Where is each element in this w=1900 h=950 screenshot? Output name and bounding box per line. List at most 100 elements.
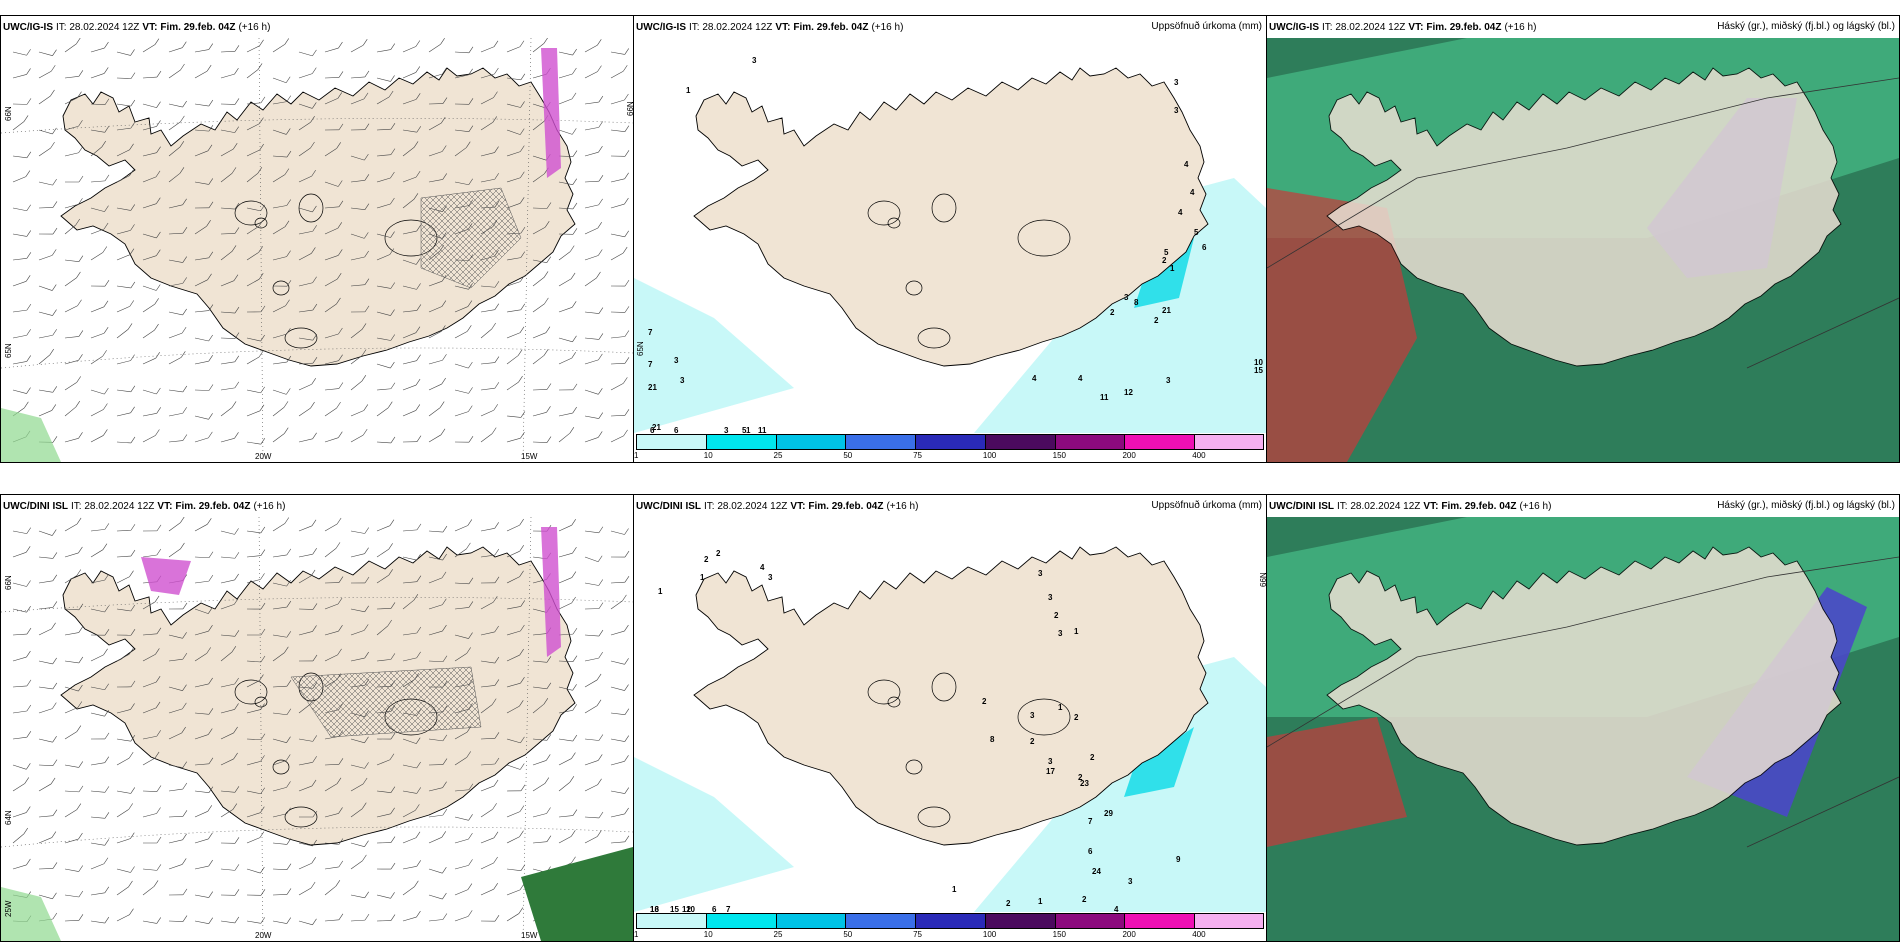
wind-barb bbox=[272, 894, 288, 896]
wind-barb bbox=[428, 814, 443, 818]
wind-barb bbox=[116, 285, 131, 289]
wind-barb-feather bbox=[468, 436, 474, 443]
precip-value: 3 bbox=[1038, 569, 1043, 578]
wind-barb-feather bbox=[624, 576, 630, 583]
wind-barb-feather bbox=[416, 283, 421, 290]
wind-barb-feather bbox=[26, 329, 31, 336]
wind-barb bbox=[90, 529, 105, 532]
wind-barb bbox=[38, 738, 53, 743]
wind-barb-feather bbox=[468, 859, 473, 866]
precip-value: 2 bbox=[704, 555, 709, 564]
wind-barb-feather bbox=[468, 46, 474, 53]
wind-barb-feather bbox=[364, 527, 370, 534]
wind-barb-feather bbox=[51, 65, 56, 72]
wind-barb-feather bbox=[493, 596, 498, 603]
wind-barb-feather bbox=[622, 246, 628, 254]
wind-barb bbox=[272, 155, 287, 158]
wind-barb bbox=[168, 332, 183, 339]
wind-barb-feather bbox=[571, 351, 576, 359]
wind-barb bbox=[246, 738, 261, 741]
wind-barb bbox=[402, 360, 417, 365]
wind-barb-feather bbox=[442, 867, 447, 874]
wind-barb-feather bbox=[390, 75, 395, 82]
wind-barb-feather bbox=[234, 45, 240, 52]
wind-barb bbox=[428, 43, 441, 53]
wind-barb bbox=[142, 633, 157, 636]
precip-value: 5 bbox=[1194, 228, 1199, 237]
wind-barb-feather bbox=[310, 569, 316, 577]
wind-barb bbox=[324, 885, 337, 896]
wind-barb bbox=[506, 355, 519, 365]
wind-barb bbox=[558, 278, 572, 287]
wind-barb-feather bbox=[26, 98, 32, 105]
wind-barb-feather bbox=[312, 810, 318, 818]
wind-barb-feather bbox=[286, 708, 292, 715]
wind-barb-feather bbox=[312, 102, 317, 109]
wind-barb-feather bbox=[129, 143, 134, 150]
wind-barb-feather bbox=[208, 99, 214, 107]
wind-barb-feather bbox=[468, 68, 473, 75]
wind-barb-feather bbox=[442, 354, 447, 361]
wind-barb-feather bbox=[156, 864, 162, 871]
wind-barb bbox=[272, 920, 287, 924]
wind-barb-feather bbox=[598, 121, 604, 128]
colorbar-tick-label: 200 bbox=[1122, 451, 1136, 460]
wind-barb bbox=[350, 355, 363, 365]
wind-barb-feather bbox=[388, 401, 393, 408]
wind-barb bbox=[116, 389, 131, 393]
wind-barb bbox=[90, 409, 104, 417]
wind-barb bbox=[142, 76, 157, 79]
wind-barb bbox=[428, 151, 443, 157]
wind-barb-feather bbox=[597, 65, 602, 72]
wind-barb-feather bbox=[467, 325, 472, 332]
wind-barb-feather bbox=[52, 436, 58, 443]
wind-barb-feather bbox=[442, 734, 448, 742]
wind-barb-feather bbox=[259, 143, 264, 151]
wind-barb-feather bbox=[260, 755, 265, 762]
wind-barb-feather bbox=[284, 168, 290, 175]
wind-barb-feather bbox=[104, 732, 110, 740]
wind-barb-feather bbox=[520, 784, 526, 791]
wind-barb-feather bbox=[390, 382, 396, 389]
wind-barb bbox=[454, 757, 467, 766]
wind-barb bbox=[142, 103, 157, 108]
wind-barb bbox=[506, 381, 519, 391]
wind-barb-feather bbox=[182, 888, 188, 896]
wind-barb-feather bbox=[415, 170, 421, 178]
wind-barb bbox=[298, 887, 312, 896]
wind-barb-feather bbox=[441, 377, 446, 385]
low-cloud-field bbox=[1267, 188, 1417, 462]
wind-barb-feather bbox=[128, 803, 133, 810]
wind-barb-feather bbox=[182, 632, 187, 639]
wind-barb bbox=[220, 868, 235, 871]
wind-barb bbox=[454, 582, 469, 585]
wind-barb bbox=[480, 97, 494, 105]
wind-barb bbox=[220, 407, 233, 417]
wind-barb bbox=[12, 361, 27, 365]
lead-time: (+16 h) bbox=[253, 500, 286, 512]
precip-value: 12 bbox=[682, 905, 691, 914]
wind-barb bbox=[298, 309, 313, 313]
wind-barb-feather bbox=[129, 248, 135, 255]
wind-barb-feather bbox=[154, 323, 159, 331]
wind-barb-feather bbox=[416, 910, 421, 918]
precip-field-light bbox=[634, 757, 794, 912]
wind-barb bbox=[376, 790, 391, 793]
panel-header: UWC/DINI ISL IT: 28.02.2024 12Z VT: Fim.… bbox=[1267, 495, 1899, 517]
wind-barb bbox=[402, 310, 417, 313]
wind-barb-feather bbox=[286, 250, 291, 257]
wind-barb bbox=[350, 764, 365, 769]
precip-value: 3 bbox=[1048, 757, 1053, 766]
precip-value: 2 bbox=[1162, 256, 1167, 265]
wind-barb bbox=[116, 608, 131, 612]
wind-barb-feather bbox=[78, 354, 83, 361]
wind-barb-feather bbox=[466, 751, 472, 758]
wind-barb-feather bbox=[491, 427, 497, 434]
wind-barb-feather bbox=[624, 357, 630, 364]
wind-barb bbox=[402, 230, 417, 235]
wind-barb-feather bbox=[413, 594, 419, 601]
wind-barb bbox=[116, 914, 130, 922]
wind-barb-feather bbox=[416, 761, 421, 769]
wind-barb bbox=[116, 360, 131, 365]
wind-barb-feather bbox=[26, 230, 32, 237]
